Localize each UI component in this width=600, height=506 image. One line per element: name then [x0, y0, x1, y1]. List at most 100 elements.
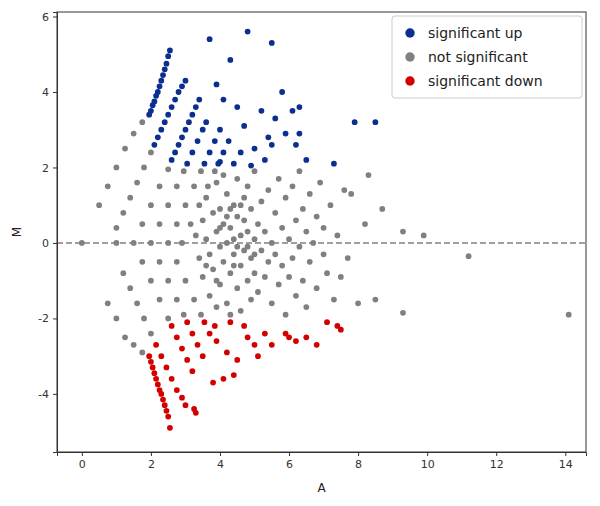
point	[252, 236, 258, 242]
tick: -4	[38, 388, 57, 401]
point	[265, 259, 271, 265]
point	[184, 319, 190, 325]
point	[203, 236, 209, 242]
point	[158, 127, 164, 133]
point	[290, 255, 296, 261]
point	[162, 119, 168, 125]
chart: 02468101214-4-20246AMsignificant upnot s…	[0, 0, 600, 506]
tick-mark	[53, 243, 57, 244]
point	[286, 236, 292, 242]
point	[189, 368, 195, 374]
point	[283, 195, 289, 201]
tick: 4	[217, 452, 224, 471]
point	[179, 83, 185, 89]
tick-label: 10	[421, 458, 435, 471]
point	[212, 168, 218, 174]
point	[207, 331, 213, 337]
point	[165, 316, 171, 322]
point	[259, 199, 265, 205]
point	[157, 221, 163, 227]
point	[255, 289, 261, 295]
point	[272, 116, 278, 122]
tick-label: -4	[38, 388, 49, 401]
point	[210, 266, 216, 272]
point	[195, 138, 201, 144]
point	[167, 48, 173, 54]
point	[205, 183, 211, 189]
tick: 8	[355, 452, 362, 471]
tick-label: 4	[217, 458, 224, 471]
point	[262, 229, 268, 235]
point	[114, 225, 120, 231]
tick-mark	[220, 452, 221, 456]
point	[238, 308, 244, 314]
legend-entry: not significant	[405, 49, 528, 65]
point	[238, 233, 244, 239]
point	[331, 161, 337, 167]
point	[202, 319, 208, 325]
point	[400, 229, 406, 235]
point	[164, 365, 170, 371]
point	[272, 251, 278, 257]
point	[314, 342, 320, 348]
point	[155, 89, 161, 95]
point	[193, 104, 199, 110]
point	[202, 161, 208, 167]
point	[169, 323, 175, 329]
series-0	[146, 29, 378, 169]
point	[227, 312, 233, 318]
tick-label: 0	[42, 237, 49, 250]
tick: 12	[490, 452, 504, 471]
point	[183, 202, 189, 208]
point	[227, 319, 233, 325]
point	[300, 278, 306, 284]
point	[155, 134, 161, 140]
point	[179, 134, 185, 140]
point	[224, 300, 230, 306]
point	[217, 127, 223, 133]
point	[203, 263, 209, 269]
point	[165, 240, 171, 246]
point	[165, 278, 171, 284]
point	[307, 191, 313, 197]
point	[303, 229, 309, 235]
point	[279, 225, 285, 231]
point	[221, 259, 227, 265]
point	[158, 78, 164, 84]
tick: 6	[42, 11, 57, 24]
tick-mark	[53, 394, 57, 395]
point	[207, 251, 213, 257]
plot: 02468101214-4-20246AMsignificant upnot s…	[10, 11, 587, 495]
point	[127, 195, 133, 201]
point	[189, 150, 195, 156]
point	[241, 195, 247, 201]
point	[566, 312, 572, 318]
point	[165, 53, 171, 59]
point	[169, 104, 175, 110]
point	[400, 310, 406, 316]
point	[181, 168, 187, 174]
point	[96, 202, 102, 208]
point	[224, 350, 230, 356]
point	[169, 376, 175, 382]
tick: 4	[42, 86, 57, 99]
point	[255, 221, 261, 227]
point	[172, 150, 178, 156]
point	[120, 210, 126, 216]
point	[79, 240, 85, 246]
point	[269, 342, 275, 348]
point	[210, 210, 216, 216]
point	[297, 168, 303, 174]
point	[212, 138, 218, 144]
point	[226, 138, 232, 144]
point	[164, 408, 170, 414]
point	[231, 161, 237, 167]
point	[362, 221, 368, 227]
point	[324, 270, 330, 276]
point	[174, 334, 180, 340]
point	[191, 297, 197, 303]
point	[265, 134, 271, 140]
point	[269, 142, 275, 148]
point	[122, 334, 128, 340]
point	[114, 240, 120, 246]
